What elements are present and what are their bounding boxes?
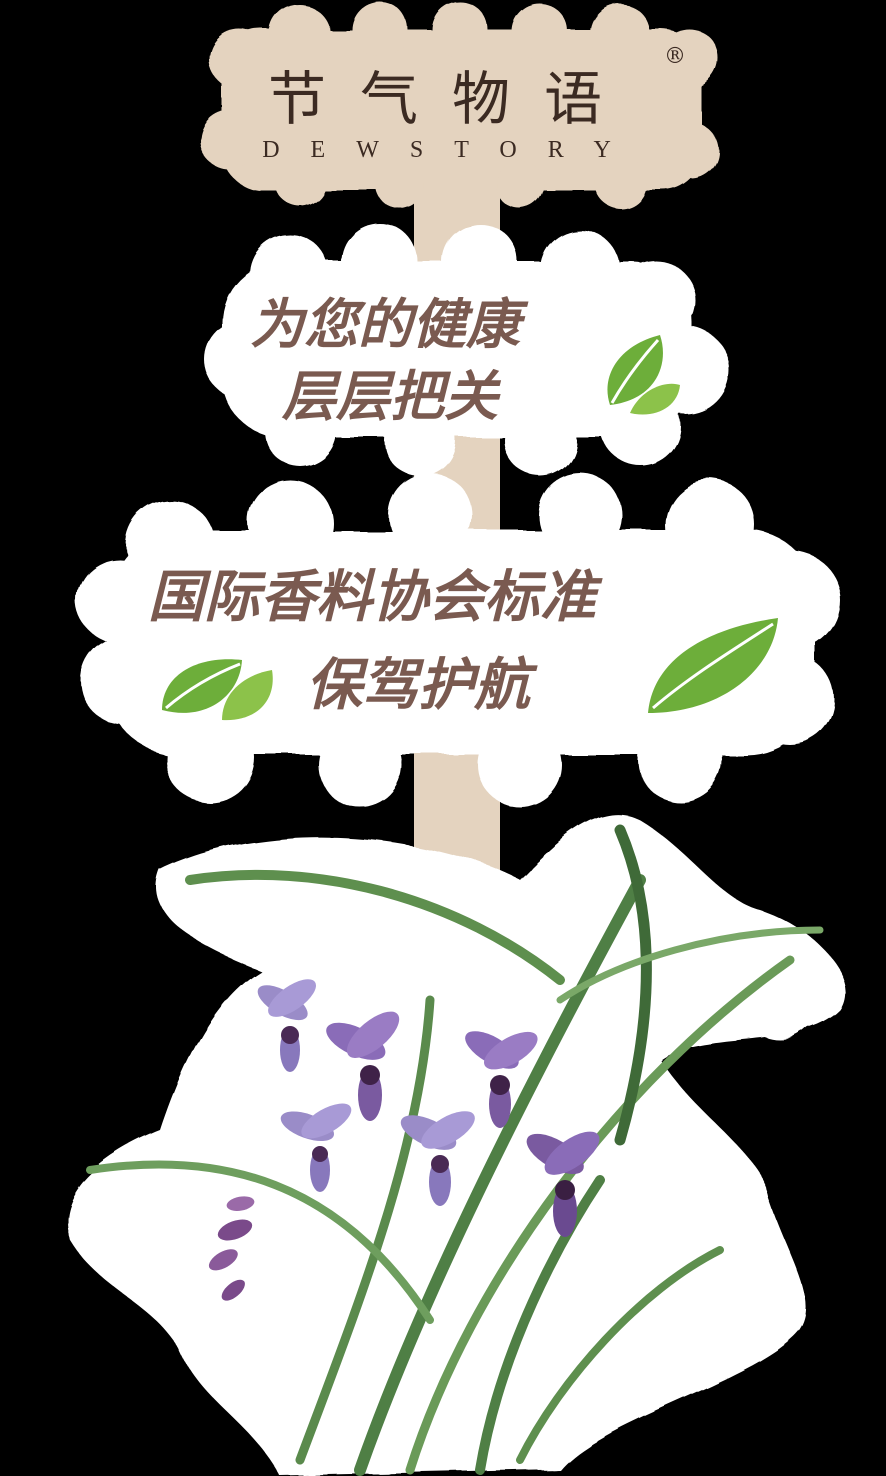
slogan-2-line-1: 国际香料协会标准 bbox=[148, 565, 596, 630]
orchid-flowers bbox=[208, 979, 600, 1301]
orchid-illustration bbox=[86, 824, 824, 1476]
brand-name-cn: 节气物语 bbox=[267, 65, 636, 133]
leaf-icon bbox=[607, 335, 680, 415]
leaf-icon bbox=[648, 618, 778, 713]
registered-mark: ® bbox=[664, 44, 686, 69]
slogan-2-line-2: 保驾护航 bbox=[306, 653, 530, 718]
brand-name-en: DEWSTORY bbox=[262, 137, 642, 163]
leaf-icon bbox=[162, 659, 273, 721]
logo-board bbox=[200, 2, 720, 209]
slogan-1-line-1: 为您的健康 bbox=[250, 293, 520, 356]
slogan-bubble-2 bbox=[76, 473, 840, 807]
slogan-1-line-2: 层层把关 bbox=[282, 365, 498, 428]
